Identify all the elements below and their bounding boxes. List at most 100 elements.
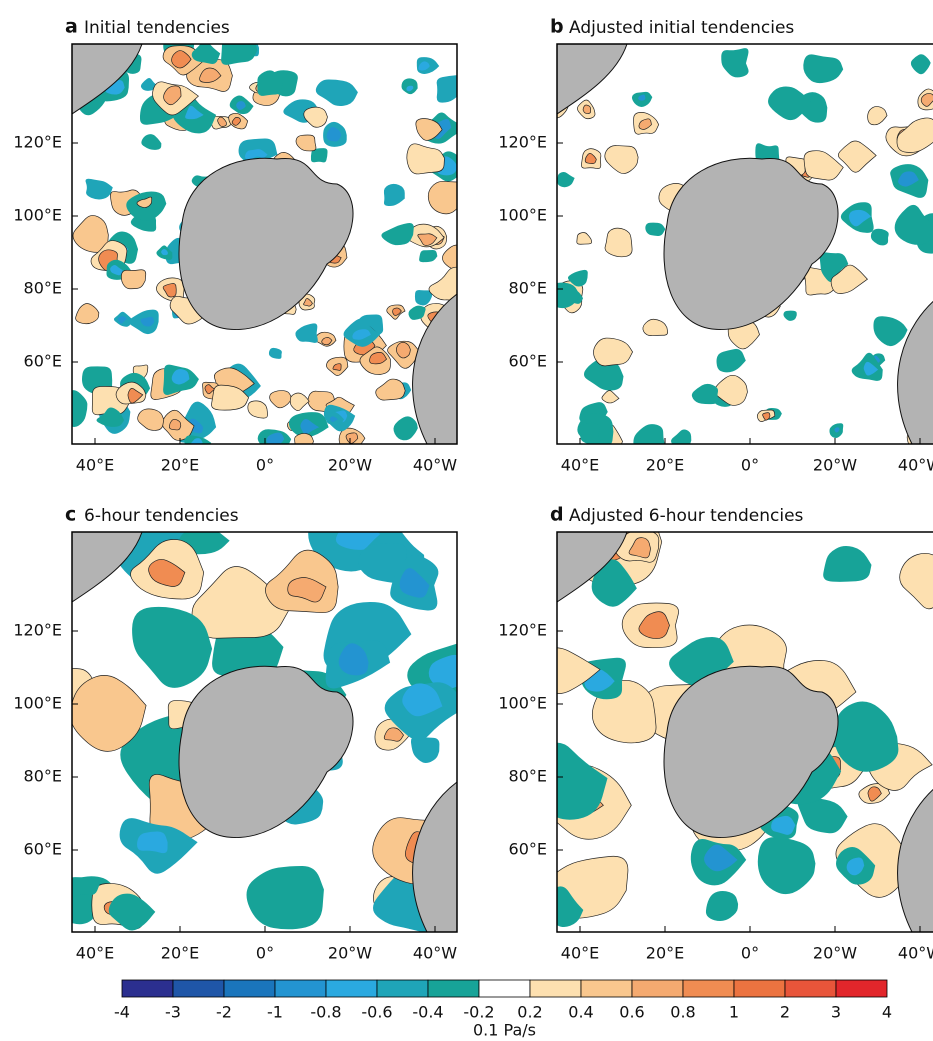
field-blob — [582, 104, 591, 114]
field-blob — [72, 675, 147, 752]
map-field — [557, 44, 933, 444]
field-blob — [72, 390, 88, 427]
colorbar-swatch — [682, 979, 735, 998]
field-blob — [898, 171, 919, 187]
colorbar-swatch — [121, 979, 174, 998]
colorbar-swatch — [631, 979, 684, 998]
colorbar-swatch — [733, 979, 786, 998]
field-blob — [894, 204, 933, 245]
panel-title: Adjusted 6-hour tendencies — [569, 506, 804, 526]
field-blob — [289, 392, 310, 412]
panel-letter: a — [65, 16, 78, 38]
field-blob — [819, 252, 849, 283]
lat-label: 100°E — [498, 206, 547, 225]
field-blob — [803, 150, 844, 181]
colorbar-label: -1 — [267, 1003, 283, 1022]
field-blob — [557, 647, 601, 694]
lat-label: 100°E — [13, 694, 62, 713]
field-blob — [757, 837, 816, 895]
field-blob — [638, 611, 670, 639]
field-blob — [638, 118, 652, 130]
colorbar-label: 0.4 — [568, 1003, 593, 1022]
field-blob — [162, 283, 177, 298]
field-blob — [383, 183, 405, 207]
field-blob — [436, 75, 457, 103]
field-blob — [110, 265, 123, 276]
lon-label: 40°E — [76, 944, 114, 963]
field-blob — [557, 855, 629, 919]
field-blob — [96, 407, 125, 427]
field-blob — [803, 54, 844, 84]
field-blob — [428, 654, 457, 689]
land — [897, 300, 933, 444]
map-field — [72, 44, 457, 444]
field-blob — [199, 67, 222, 83]
field-blob — [141, 134, 162, 150]
field-blob — [217, 116, 227, 127]
field-blob — [191, 44, 221, 64]
field-blob — [583, 357, 624, 391]
field-blob — [369, 352, 388, 365]
field-blob — [418, 61, 430, 71]
field-blob — [442, 244, 457, 271]
panel-title: 6-hour tendencies — [84, 506, 239, 526]
colorbar-swatch — [529, 979, 582, 998]
lon-label: 0° — [741, 456, 759, 475]
colorbar-label: -3 — [165, 1003, 181, 1022]
colorbar-label: -4 — [114, 1003, 130, 1022]
lat-label: 100°E — [13, 206, 62, 225]
lat-label: 100°E — [498, 694, 547, 713]
field-blob — [148, 559, 186, 587]
colorbar-swatch — [784, 979, 837, 998]
lon-label: 20°W — [328, 456, 372, 475]
colorbar-unit: 0.1 Pa/s — [473, 1021, 536, 1040]
field-blob — [121, 269, 147, 290]
field-blob — [557, 742, 608, 820]
lat-label: 80°E — [509, 279, 547, 298]
lat-label: 60°E — [24, 352, 62, 371]
field-blob — [118, 316, 127, 324]
field-blob — [108, 893, 156, 931]
colorbar-label: 0.2 — [517, 1003, 542, 1022]
field-blob — [691, 383, 719, 405]
lat-label: 120°E — [498, 621, 547, 640]
field-blob — [269, 390, 293, 409]
map-field — [557, 532, 933, 932]
field-blob — [332, 363, 342, 371]
field-blob — [576, 232, 593, 245]
lon-label: 40°W — [413, 456, 457, 475]
field-blob — [671, 429, 692, 444]
field-blob — [136, 196, 153, 208]
field-blob — [427, 181, 457, 215]
lat-label: 80°E — [509, 767, 547, 786]
lon-label: 40°E — [561, 456, 599, 475]
field-blob — [383, 727, 404, 742]
field-blob — [132, 606, 213, 688]
lon-label: 20°E — [646, 456, 684, 475]
field-blob — [863, 361, 879, 376]
field-blob — [171, 50, 192, 69]
field-blob — [716, 348, 746, 373]
field-blob — [375, 378, 406, 401]
land — [72, 44, 143, 115]
field-blob — [846, 857, 865, 876]
field-blob — [287, 577, 327, 603]
field-blob — [169, 418, 182, 431]
colorbar-label: -2 — [216, 1003, 232, 1022]
panel-letter: b — [550, 16, 564, 38]
colorbar-label: -0.8 — [310, 1003, 341, 1022]
field-blob — [392, 307, 402, 316]
field-blob — [419, 249, 438, 263]
field-blob — [833, 701, 899, 772]
land — [557, 44, 628, 115]
field-blob — [294, 433, 314, 444]
colorbar-swatch — [274, 979, 327, 998]
field-blob — [638, 94, 646, 101]
field-blob — [771, 815, 796, 835]
lon-label: 0° — [741, 944, 759, 963]
panel-title: Adjusted initial tendencies — [569, 18, 794, 38]
field-blob — [85, 178, 113, 200]
lat-label: 80°E — [24, 767, 62, 786]
